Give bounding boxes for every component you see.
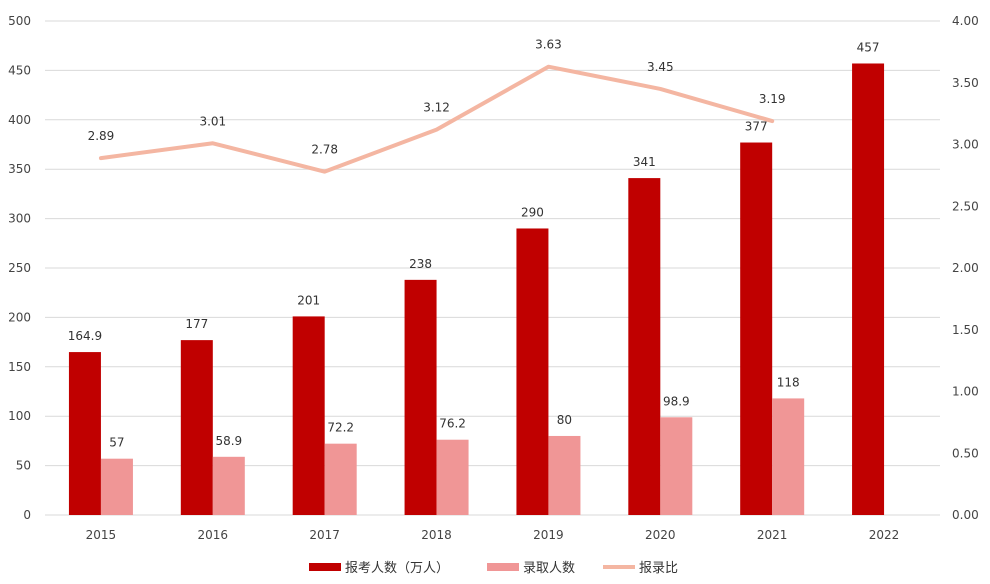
data-label-applicants: 290 xyxy=(521,205,544,219)
bar-admitted xyxy=(660,417,693,515)
x-tick-label: 2015 xyxy=(86,528,117,542)
data-label-ratio: 2.78 xyxy=(311,143,338,157)
data-label-applicants: 341 xyxy=(633,155,656,169)
bar-applicants xyxy=(180,340,213,515)
legend-applicants-label: 报考人数（万人） xyxy=(345,561,449,576)
bar-admitted xyxy=(548,435,581,515)
data-label-admitted: 76.2 xyxy=(439,417,466,431)
legend-admitted-label: 录取人数 xyxy=(523,561,575,576)
y-right-tick-label: 0.00 xyxy=(952,508,979,522)
data-label-ratio: 3.45 xyxy=(647,60,674,74)
bar-admitted xyxy=(100,458,133,515)
line-ratio xyxy=(98,64,775,174)
y-left-tick-label: 300 xyxy=(8,212,31,226)
y-right-tick-label: 1.00 xyxy=(952,385,979,399)
bar-applicants xyxy=(404,279,437,515)
y-left-tick-label: 100 xyxy=(8,409,31,423)
y-right-tick-label: 2.00 xyxy=(952,261,979,275)
legend-applicants-swatch xyxy=(309,563,341,571)
bar-admitted xyxy=(772,398,805,515)
data-label-ratio: 3.19 xyxy=(759,92,786,106)
bar-admitted xyxy=(436,439,469,515)
data-label-ratio: 3.12 xyxy=(423,101,450,115)
bar-applicants xyxy=(68,352,101,515)
y-left-tick-label: 450 xyxy=(8,63,31,77)
data-label-admitted: 98.9 xyxy=(663,394,690,408)
data-label-ratio: 2.89 xyxy=(88,129,115,143)
x-tick-label: 2020 xyxy=(645,528,676,542)
y-right-tick-label: 1.50 xyxy=(952,323,979,337)
bar-applicants xyxy=(516,228,549,516)
data-label-applicants: 201 xyxy=(297,293,320,307)
data-label-applicants: 177 xyxy=(185,317,208,331)
y-right-tick-label: 2.50 xyxy=(952,199,979,213)
y-left-tick-label: 500 xyxy=(8,14,31,28)
bar-applicants xyxy=(628,178,661,516)
y-right-tick-label: 3.50 xyxy=(952,76,979,90)
x-tick-label: 2021 xyxy=(757,528,788,542)
data-label-admitted: 80 xyxy=(557,413,572,427)
y-left-tick-label: 150 xyxy=(8,360,31,374)
bar-applicants xyxy=(740,142,773,516)
bar-applicants xyxy=(852,63,885,515)
legend-admitted-swatch xyxy=(487,563,519,571)
y-left-tick-label: 50 xyxy=(16,459,31,473)
y-left-tick-label: 350 xyxy=(8,162,31,176)
data-label-ratio: 3.01 xyxy=(199,114,226,128)
x-tick-label: 2016 xyxy=(198,528,229,542)
x-tick-label: 2018 xyxy=(421,528,452,542)
y-left-tick-label: 0 xyxy=(23,508,31,522)
data-label-applicants: 377 xyxy=(745,120,768,134)
bar-admitted xyxy=(212,456,245,515)
data-label-ratio: 3.63 xyxy=(535,38,562,52)
data-label-admitted: 72.2 xyxy=(327,421,354,435)
y-left-tick-label: 200 xyxy=(8,310,31,324)
data-label-applicants: 457 xyxy=(857,40,880,54)
data-label-admitted: 118 xyxy=(777,375,800,389)
data-label-applicants: 164.9 xyxy=(68,329,102,343)
bar-applicants xyxy=(292,316,325,515)
y-right-tick-label: 0.50 xyxy=(952,446,979,460)
data-label-admitted: 57 xyxy=(109,436,124,450)
y-left-tick-label: 250 xyxy=(8,261,31,275)
x-tick-label: 2022 xyxy=(869,528,900,542)
data-label-admitted: 58.9 xyxy=(215,434,242,448)
y-right-tick-label: 3.00 xyxy=(952,138,979,152)
y-right-tick-label: 4.00 xyxy=(952,14,979,28)
x-tick-label: 2019 xyxy=(533,528,564,542)
y-left-tick-label: 400 xyxy=(8,113,31,127)
x-tick-label: 2017 xyxy=(309,528,340,542)
bar-admitted xyxy=(324,443,357,515)
legend-ratio-label: 报录比 xyxy=(639,561,678,576)
data-label-applicants: 238 xyxy=(409,257,432,271)
